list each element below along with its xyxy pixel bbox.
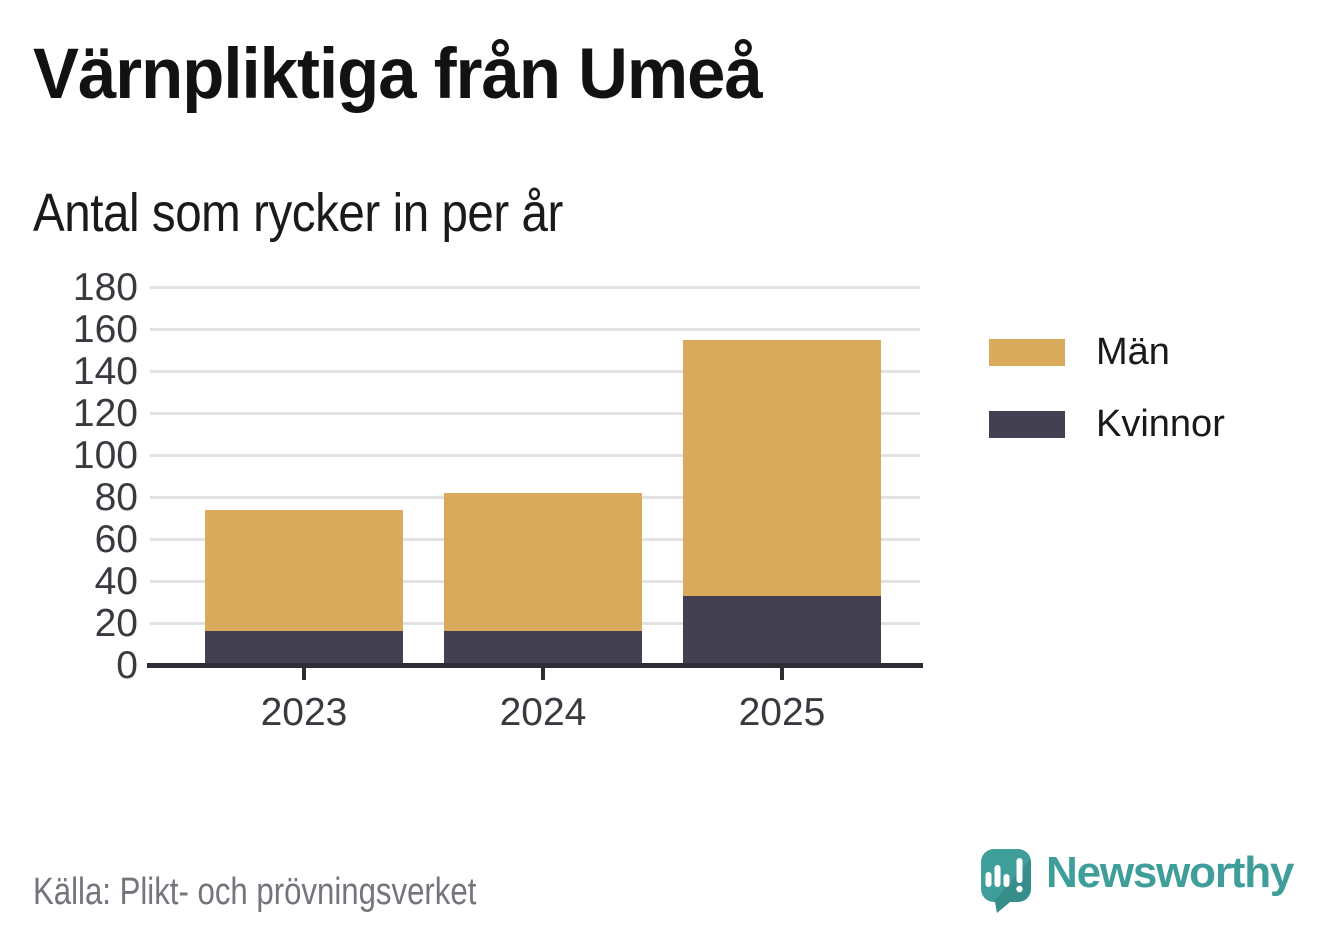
- legend-swatch-kvinnor: [989, 411, 1065, 438]
- y-gridline: [150, 285, 920, 289]
- x-axis-tick: [541, 665, 545, 680]
- y-axis-tick-label: 100: [72, 433, 138, 477]
- legend-swatch-män: [989, 339, 1065, 366]
- y-axis-tick-label: 20: [94, 601, 138, 645]
- y-axis-tick-label: 120: [72, 391, 138, 435]
- y-gridline: [150, 411, 920, 415]
- x-axis-line: [147, 663, 923, 668]
- bar-segment-kvinnor-2023: [205, 631, 403, 665]
- bar-segment-män-2025: [683, 339, 881, 596]
- legend-item-kvinnor: Kvinnor: [989, 403, 1225, 446]
- source-note: Källa: Plikt- och prövningsverket: [33, 871, 477, 913]
- x-axis-tick-label: 2025: [738, 691, 826, 734]
- legend-label: Kvinnor: [1096, 403, 1225, 445]
- legend-item-män: Män: [989, 331, 1225, 374]
- brand-name: Newsworthy: [1046, 848, 1294, 897]
- y-gridline: [150, 453, 920, 457]
- y-axis-tick-label: 80: [94, 475, 138, 519]
- y-axis-tick-label: 140: [72, 349, 138, 393]
- bar-segment-kvinnor-2025: [683, 595, 881, 665]
- y-axis-tick-label: 0: [116, 643, 138, 687]
- chart-subtitle: Antal som rycker in per år: [33, 183, 563, 243]
- y-axis-tick-label: 160: [72, 307, 138, 351]
- x-axis-tick: [302, 665, 306, 680]
- newsworthy-logo-icon: [981, 849, 1031, 913]
- legend-label: Män: [1096, 331, 1170, 373]
- y-gridline: [150, 327, 920, 331]
- y-axis-tick-label: 40: [94, 559, 138, 603]
- bar-segment-män-2023: [205, 509, 403, 632]
- y-axis-tick-label: 180: [72, 265, 138, 309]
- x-axis-tick: [780, 665, 784, 680]
- y-axis-tick-label: 60: [94, 517, 138, 561]
- x-axis-tick-label: 2023: [260, 691, 348, 734]
- bar-segment-kvinnor-2024: [444, 631, 642, 665]
- bar-segment-män-2024: [444, 492, 642, 632]
- brand-logo: Newsworthy: [979, 846, 1294, 914]
- chart-title: Värnpliktiga från Umeå: [33, 35, 763, 114]
- y-gridline: [150, 369, 920, 373]
- legend: Män Kvinnor: [989, 331, 1225, 475]
- x-axis-tick-label: 2024: [499, 691, 587, 734]
